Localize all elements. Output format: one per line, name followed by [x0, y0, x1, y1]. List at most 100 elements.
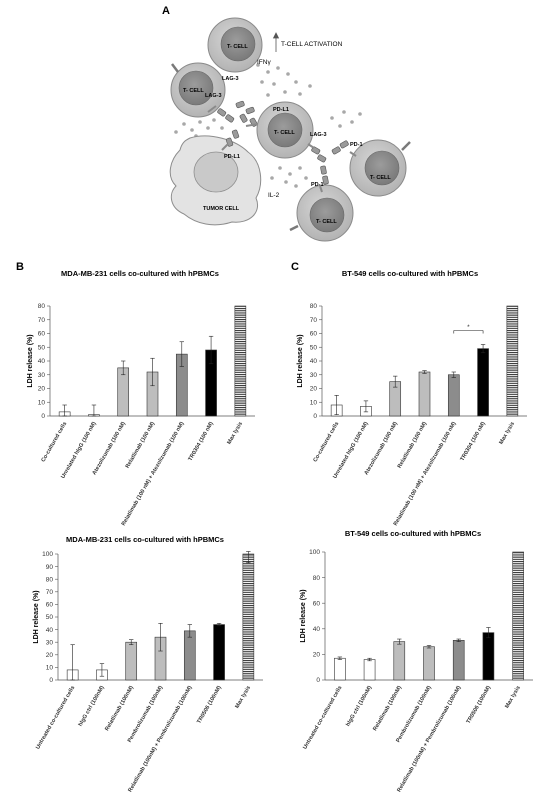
bar — [393, 641, 406, 681]
category-label: Relatlimab (100 nM) + Atezolizumab (100 … — [393, 421, 458, 527]
label-pd1-1: PD-1 — [350, 142, 363, 148]
chart-mda-mb-231-tr0506: MDA-MB-231 cells co-cultured with hPBMCs… — [33, 535, 263, 793]
y-tick-label: 10 — [46, 665, 54, 672]
category-label: Relatlimab (100nM) — [372, 685, 403, 732]
y-tick-label: 20 — [313, 652, 321, 659]
y-tick-label: 100 — [42, 551, 53, 558]
label-lag3-2: LAG-3 — [205, 93, 222, 99]
category-label: TR0304 (100 nM) — [188, 421, 215, 462]
significance-label: * — [467, 324, 470, 331]
category-label: Relatlimab (100nM) + Pembrolizumab (100n… — [127, 685, 193, 794]
y-tick-label: 50 — [38, 344, 46, 351]
y-axis-label: LDH release (%) — [297, 334, 304, 387]
label-t-cell-left: T- CELL — [183, 88, 204, 94]
y-tick-label: 80 — [310, 303, 318, 310]
bar — [482, 632, 495, 681]
label-lag3-1: LAG-3 — [222, 76, 239, 82]
category-label: Relatlimab (100 nM) + Atezolizumab (100 … — [121, 421, 186, 527]
label-pdl1-2: PD-L1 — [224, 154, 240, 160]
y-tick-label: 0 — [49, 677, 53, 684]
category-label: Relatlimab (100nM) + Pembrolizumab (100n… — [396, 685, 462, 794]
panel-label-b: B — [16, 261, 24, 273]
panel-label-c: C — [291, 261, 299, 273]
chart-bt-549-tr0506: BT-549 cells co-cultured with hPBMCs 0 20 4… — [300, 529, 533, 793]
y-tick-label: 20 — [310, 386, 318, 393]
y-tick-label: 90 — [46, 564, 54, 571]
y-tick-label: 20 — [38, 386, 46, 393]
diagram-panel-a: A — [162, 5, 411, 242]
category-label: Co-cultured cells — [312, 421, 340, 463]
category-label: hIgG ctrl (100nM) — [78, 685, 106, 728]
label-pdl1-1: PD-L1 — [273, 107, 289, 113]
label-pd1-2: PD-1 — [311, 182, 324, 188]
category-label: Untreated co-cultured cells — [35, 685, 76, 750]
category-label: Relatlimab (100nM) — [104, 685, 135, 732]
category-label: Relatlimab (100 nM) — [125, 421, 157, 470]
y-tick-label: 30 — [38, 372, 46, 379]
category-label: Relatlimab (100 nM) — [397, 421, 429, 470]
category-label: TR0506 (100nM) — [196, 685, 223, 725]
t-cell-top — [207, 17, 263, 73]
receptor-stalks — [207, 105, 357, 193]
label-il2: IL-2 — [268, 192, 280, 199]
t-cell-center — [256, 101, 314, 159]
y-tick-label: 60 — [310, 331, 318, 338]
bar — [423, 646, 435, 681]
label-t-cell-activation: T-CELL ACTIVATION — [281, 41, 343, 48]
bar — [125, 641, 138, 681]
bar — [452, 640, 465, 681]
y-tick-label: 80 — [38, 303, 46, 310]
chart-title: BT-549 cells co-cultured with hPBMCs — [342, 269, 478, 278]
y-tick-label: 10 — [310, 399, 318, 406]
bar — [334, 657, 346, 681]
y-tick-label: 70 — [46, 589, 54, 596]
y-tick-label: 100 — [309, 549, 320, 556]
y-tick-label: 40 — [310, 358, 318, 365]
activation-arrow-icon — [272, 32, 280, 52]
chart-c-bt-549-tr0304: BT-549 cells co-cultured with hPBMCs 0 10 2… — [297, 269, 527, 527]
label-tumor-cell: TUMOR CELL — [203, 206, 240, 212]
label-ifn: IFNγ — [257, 59, 271, 66]
category-label: TR0304 (100 nM) — [460, 421, 487, 462]
y-tick-label: 40 — [38, 358, 46, 365]
y-tick-label: 60 — [38, 331, 46, 338]
tumor-nucleus — [193, 151, 239, 193]
y-axis-label: LDH release (%) — [33, 590, 40, 643]
chart-title: BT-549 cells co-cultured with hPBMCs — [345, 529, 481, 538]
y-axis-label: LDH release (%) — [27, 334, 34, 387]
label-lag3-3: LAG-3 — [310, 132, 327, 138]
y-tick-label: 60 — [46, 602, 54, 609]
y-axis-label: LDH release (%) — [300, 589, 307, 642]
label-t-cell-right: T- CELL — [370, 175, 391, 181]
receptor-antibody-complexes — [217, 100, 349, 185]
label-t-cell-top: T- CELL — [227, 44, 248, 50]
label-t-cell-bottom: T- CELL — [316, 219, 337, 225]
y-tick-label: 30 — [46, 639, 54, 646]
category-label: TR0506 (100nM) — [466, 685, 493, 725]
category-label: Max lysis — [226, 421, 244, 446]
y-tick-label: 20 — [46, 652, 54, 659]
category-label: hIgG ctrl (100nM) — [345, 685, 373, 728]
category-label: Atezolizumab (100 nM) — [364, 421, 399, 476]
y-tick-label: 50 — [46, 614, 54, 621]
category-label: Untreated co-cultured cells — [302, 685, 343, 750]
t-cell-right — [349, 139, 411, 197]
y-tick-label: 80 — [46, 576, 54, 583]
bar — [512, 551, 524, 681]
bar — [213, 624, 225, 681]
y-tick-label: 70 — [310, 317, 318, 324]
y-tick-label: 10 — [38, 399, 46, 406]
y-tick-label: 0 — [316, 677, 320, 684]
bar — [363, 659, 376, 681]
cytokine-dots — [174, 63, 362, 188]
bar — [183, 630, 196, 681]
bar — [418, 371, 431, 417]
bar — [242, 553, 255, 681]
category-label: Co-cultured cells — [40, 421, 68, 463]
panel-label-a: A — [162, 5, 170, 17]
y-tick-label: 80 — [313, 575, 321, 582]
t-cell-bottom — [289, 184, 354, 242]
bar — [117, 367, 130, 417]
bar — [477, 348, 489, 417]
y-tick-label: 40 — [46, 627, 54, 634]
